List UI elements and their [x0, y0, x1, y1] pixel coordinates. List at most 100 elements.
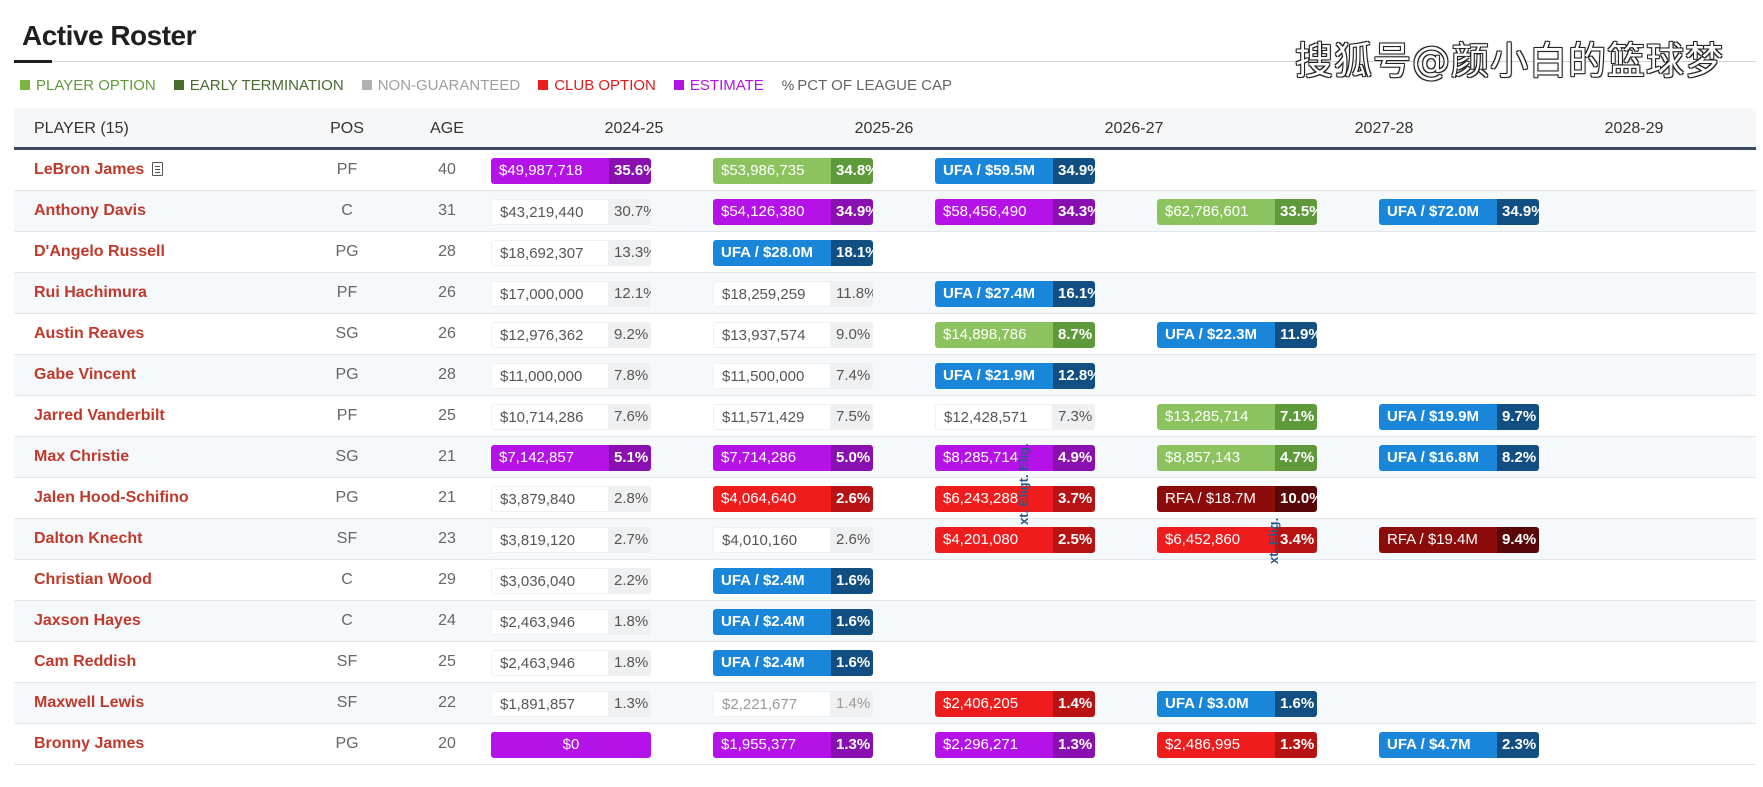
col-season-header[interactable]: 2025-26	[854, 120, 914, 137]
salary-amount: UFA / $22.3M	[1157, 322, 1275, 348]
player-name-link[interactable]: Rui Hachimura	[34, 273, 147, 313]
salary-cell[interactable]: $13,937,574 9.0%	[713, 322, 873, 348]
table-row[interactable]: Max Christie SG 21 $7,142,857 5.1% $7,714,286…	[14, 437, 1756, 478]
salary-cell[interactable]: $7,142,857 5.1%	[491, 445, 651, 471]
player-name: Anthony Davis	[34, 202, 147, 219]
col-season-header[interactable]: 2028-29	[1604, 120, 1664, 137]
salary-cell[interactable]: $8,857,143 4.7%	[1157, 445, 1317, 471]
salary-cell[interactable]: $10,714,286 7.6%	[491, 404, 651, 430]
salary-cell[interactable]: $3,819,120 2.7%	[491, 527, 651, 553]
salary-cell[interactable]: $1,891,857 1.3%	[491, 691, 651, 717]
col-season-header[interactable]: 2027-28	[1354, 120, 1414, 137]
salary-cell[interactable]: UFA / $16.8M 8.2%	[1379, 445, 1539, 471]
salary-cell[interactable]: $2,296,271 1.3%	[935, 732, 1095, 758]
salary-cell[interactable]: $4,064,640 2.6%	[713, 486, 873, 512]
player-name-link[interactable]: D'Angelo Russell	[34, 232, 165, 272]
player-name-link[interactable]: Max Christie	[34, 437, 129, 477]
player-age: 25	[438, 407, 456, 424]
salary-cell[interactable]: $2,486,995 1.3%	[1157, 732, 1317, 758]
salary-cell[interactable]: $2,463,946 1.8%	[491, 650, 651, 676]
col-pos-header[interactable]: POS	[330, 120, 364, 137]
table-row[interactable]: Bronny James PG 20 $0 $1,955,377 1.3% $2,296,2…	[14, 724, 1756, 765]
salary-cell[interactable]: $12,976,362 9.2%	[491, 322, 651, 348]
player-name-link[interactable]: Austin Reaves	[34, 314, 144, 354]
salary-cell[interactable]: UFA / $19.9M 9.7%	[1379, 404, 1539, 430]
col-season-header[interactable]: 2024-25	[604, 120, 664, 137]
salary-cell[interactable]: $3,036,040 2.2%	[491, 568, 651, 594]
salary-cell[interactable]: UFA / $2.4M 1.6%	[713, 568, 873, 594]
salary-cell[interactable]: $11,500,000 7.4%	[713, 363, 873, 389]
table-row[interactable]: Austin Reaves SG 26 $12,976,362 9.2% $13,937,…	[14, 314, 1756, 355]
table-row[interactable]: Maxwell Lewis SF 22 $1,891,857 1.3% $2,221,67…	[14, 683, 1756, 724]
salary-cell[interactable]: $11,000,000 7.8%	[491, 363, 651, 389]
salary-cell[interactable]: $2,221,677 1.4%	[713, 691, 873, 717]
player-name-link[interactable]: Gabe Vincent	[34, 355, 136, 395]
salary-cell[interactable]: UFA / $4.7M 2.3%	[1379, 732, 1539, 758]
table-row[interactable]: Dalton Knecht SF 23 $3,819,120 2.7% $4,010,16…	[14, 519, 1756, 560]
salary-cell[interactable]: $3,879,840 2.8%	[491, 486, 651, 512]
player-name-link[interactable]: Cam Reddish	[34, 642, 136, 682]
salary-cell[interactable]: $13,285,714 7.1%	[1157, 404, 1317, 430]
salary-cell[interactable]: $0	[491, 732, 651, 758]
player-name-link[interactable]: Dalton Knecht	[34, 519, 142, 559]
salary-cell[interactable]: $14,898,786 8.7%	[935, 322, 1095, 348]
salary-cell[interactable]: $7,714,286 5.0%	[713, 445, 873, 471]
table-row[interactable]: Cam Reddish SF 25 $2,463,946 1.8% UFA / $2.4M…	[14, 642, 1756, 683]
salary-cell[interactable]: $2,406,205 1.4%	[935, 691, 1095, 717]
salary-cell[interactable]: $2,463,946 1.8%	[491, 609, 651, 635]
col-season-header[interactable]: 2026-27	[1104, 120, 1164, 137]
salary-cell[interactable]: UFA / $2.4M 1.6%	[713, 650, 873, 676]
cap-percentage: 34.3%	[1053, 199, 1095, 225]
table-row[interactable]: Jalen Hood-Schifino PG 21 $3,879,840 2.8% $4,…	[14, 478, 1756, 519]
table-row[interactable]: Christian Wood C 29 $3,036,040 2.2% UFA / $2.…	[14, 560, 1756, 601]
salary-cell[interactable]: $6,243,288 3.7%	[935, 486, 1095, 512]
player-name-link[interactable]: Jarred Vanderbilt	[34, 396, 165, 436]
player-name-link[interactable]: Maxwell Lewis	[34, 683, 144, 723]
player-name: D'Angelo Russell	[34, 243, 165, 260]
table-row[interactable]: Jarred Vanderbilt PF 25 $10,714,286 7.6% $11,…	[14, 396, 1756, 437]
col-player-header[interactable]: PLAYER (15)	[34, 120, 129, 137]
player-name-link[interactable]: LeBron James	[34, 150, 164, 190]
legend-swatch	[538, 80, 549, 90]
table-row[interactable]: Gabe Vincent PG 28 $11,000,000 7.8% $11,500,0…	[14, 355, 1756, 396]
salary-cell[interactable]: $12,428,571 7.3%	[935, 404, 1095, 430]
table-row[interactable]: Jaxson Hayes C 24 $2,463,946 1.8% UFA / $2.4M…	[14, 601, 1756, 642]
salary-cell[interactable]: $8,285,714 4.9%	[935, 445, 1095, 471]
player-name-link[interactable]: Jaxson Hayes	[34, 601, 141, 641]
salary-cell[interactable]: UFA / $3.0M 1.6%	[1157, 691, 1317, 717]
salary-cell[interactable]: $4,201,080 2.5%	[935, 527, 1095, 553]
player-name-link[interactable]: Christian Wood	[34, 560, 152, 600]
player-name-link[interactable]: Jalen Hood-Schifino	[34, 478, 189, 518]
player-name: Jarred Vanderbilt	[34, 407, 165, 424]
salary-cell[interactable]: RFA / $19.4M 9.4%	[1379, 527, 1539, 553]
salary-cell[interactable]: UFA / $2.4M 1.6%	[713, 609, 873, 635]
col-age-header[interactable]: AGE	[430, 120, 464, 137]
salary-cell[interactable]: $11,571,429 7.5%	[713, 404, 873, 430]
document-icon[interactable]	[152, 162, 164, 176]
salary-cell[interactable]: $1,955,377 1.3%	[713, 732, 873, 758]
player-name-link[interactable]: Bronny James	[34, 724, 144, 764]
salary-cell[interactable]: $6,452,860 3.4%	[1157, 527, 1317, 553]
salary-cell[interactable]: $4,010,160 2.6%	[713, 527, 873, 553]
player-name-link[interactable]: Anthony Davis	[34, 191, 146, 231]
